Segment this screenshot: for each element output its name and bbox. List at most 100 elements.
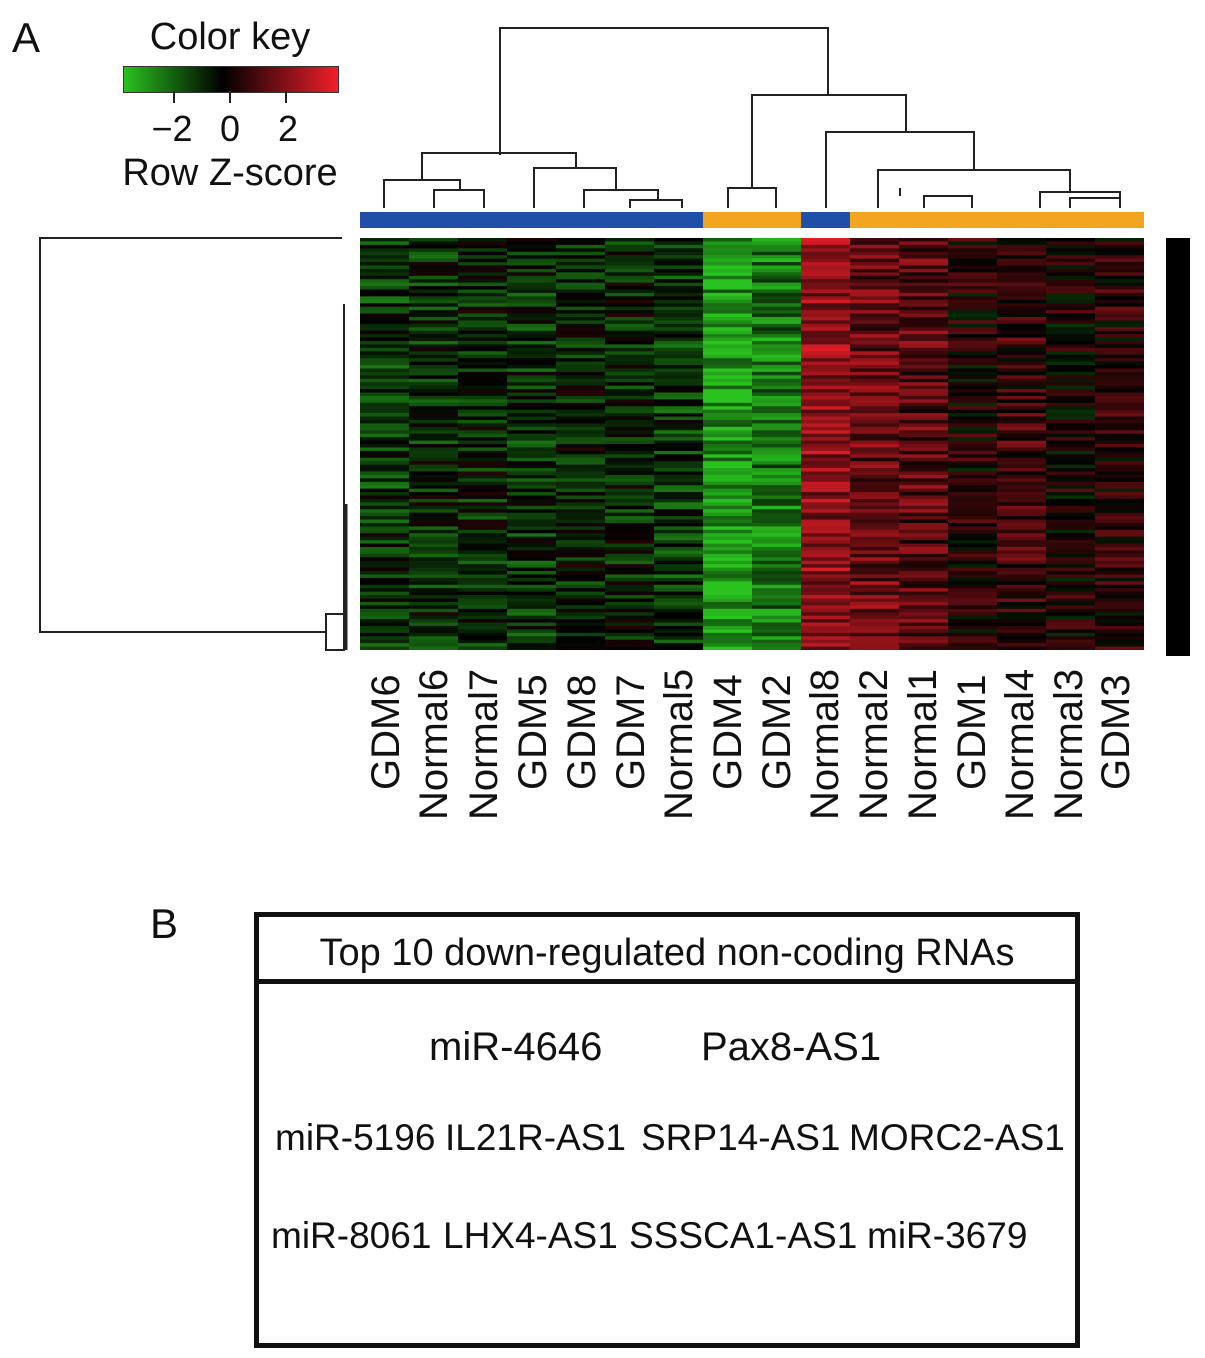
heatmap-cell <box>752 241 802 246</box>
heatmap-cell <box>556 375 606 380</box>
heatmap-cell <box>997 516 1047 521</box>
heatmap-cell <box>899 286 949 290</box>
heatmap-cell <box>556 251 606 256</box>
heatmap-cell <box>360 553 410 558</box>
heatmap-cell <box>850 550 900 555</box>
heatmap-cell <box>605 426 655 431</box>
heatmap-cell <box>1095 358 1144 363</box>
heatmap-cell <box>801 395 851 400</box>
heatmap-cell <box>605 560 655 565</box>
heatmap-cell <box>899 615 949 620</box>
heatmap-cell <box>605 512 655 517</box>
heatmap-cell <box>1046 619 1096 624</box>
heatmap-cell <box>654 268 704 273</box>
heatmap-cell <box>654 581 704 586</box>
heatmap-cell <box>605 526 655 531</box>
heatmap-cell <box>703 495 753 500</box>
heatmap-cell <box>997 581 1047 586</box>
heatmap-cell <box>997 289 1047 294</box>
heatmap-cell <box>458 498 508 503</box>
heatmap-cell <box>1095 591 1144 596</box>
heatmap-cell <box>801 419 851 424</box>
group-bar-cell <box>948 212 998 228</box>
heatmap-cell <box>360 481 410 486</box>
heatmap-cell <box>850 557 900 562</box>
heatmap-cell <box>360 581 410 586</box>
heatmap-cell <box>556 279 606 284</box>
heatmap-cell <box>997 598 1047 603</box>
heatmap-cell <box>752 327 802 332</box>
heatmap-cell <box>1095 605 1144 610</box>
heatmap-cell <box>507 571 557 575</box>
heatmap-cell <box>360 471 410 476</box>
col-label-gdm1: GDM1 <box>950 674 994 790</box>
heatmap-cell <box>752 474 802 479</box>
heatmap-cell <box>899 255 949 260</box>
heatmap-cell <box>1095 268 1144 273</box>
heatmap-cell <box>409 560 459 565</box>
heatmap-cell <box>458 643 508 648</box>
heatmap-cell <box>507 468 557 472</box>
heatmap-cell <box>1046 351 1096 356</box>
heatmap-cell <box>458 406 508 411</box>
heatmap-cell <box>801 509 851 514</box>
heatmap-cell <box>801 571 851 575</box>
heatmap-cell <box>556 426 606 431</box>
heatmap-cell <box>360 577 410 582</box>
heatmap-cell <box>409 258 459 263</box>
heatmap-cell <box>997 478 1047 483</box>
heatmap-cell <box>801 636 851 641</box>
heatmap-cell <box>703 344 753 349</box>
heatmap-cell <box>899 492 949 496</box>
heatmap-cell <box>948 371 998 376</box>
heatmap-cell <box>654 598 704 603</box>
heatmap-cell <box>605 344 655 349</box>
heatmap-cell <box>1095 255 1144 260</box>
heatmap-cell <box>801 337 851 342</box>
heatmap-cell <box>507 440 557 445</box>
heatmap-cell <box>997 512 1047 517</box>
heatmap-cell <box>605 268 655 273</box>
heatmap-cell <box>409 241 459 246</box>
heatmap-cell <box>507 581 557 586</box>
heatmap-cell <box>801 612 851 617</box>
heatmap-cell <box>458 601 508 606</box>
heatmap-cell <box>703 553 753 558</box>
heatmap-cell <box>997 615 1047 620</box>
heatmap-cell <box>703 262 753 266</box>
heatmap-cell <box>948 560 998 565</box>
heatmap-cell <box>605 543 655 548</box>
heatmap-cell <box>899 481 949 486</box>
heatmap-cell <box>1095 608 1144 613</box>
heatmap-cell <box>654 533 704 538</box>
heatmap-cell <box>1095 471 1144 476</box>
heatmap-cell <box>948 485 998 490</box>
heatmap-cell <box>1046 337 1096 342</box>
heatmap-cell <box>948 488 998 493</box>
heatmap-cell <box>1095 512 1144 517</box>
heatmap-cell <box>605 550 655 555</box>
heatmap-cell <box>360 292 410 297</box>
heatmap-cell <box>703 371 753 376</box>
heatmap-cell <box>703 522 753 527</box>
heatmap-cell <box>605 588 655 593</box>
heatmap-cell <box>507 533 557 538</box>
heatmap-cell <box>703 577 753 582</box>
heatmap-cell <box>752 334 802 339</box>
heatmap-cell <box>948 255 998 260</box>
heatmap-cell <box>1046 488 1096 493</box>
heatmap-cell <box>458 461 508 466</box>
heatmap-cell <box>556 560 606 565</box>
heatmap-cell <box>997 399 1047 404</box>
heatmap-cell <box>1046 344 1096 349</box>
heatmap-cell <box>948 275 998 280</box>
heatmap-cell <box>458 636 508 641</box>
heatmap-cell <box>997 471 1047 476</box>
heatmap-cell <box>850 464 900 469</box>
heatmap-cell <box>850 608 900 613</box>
heatmap-cell <box>1046 550 1096 555</box>
heatmap-cell <box>850 282 900 287</box>
heatmap-cell <box>458 529 508 534</box>
heatmap-cell <box>409 461 459 466</box>
rna-item: miR-5196 <box>275 1117 436 1158</box>
